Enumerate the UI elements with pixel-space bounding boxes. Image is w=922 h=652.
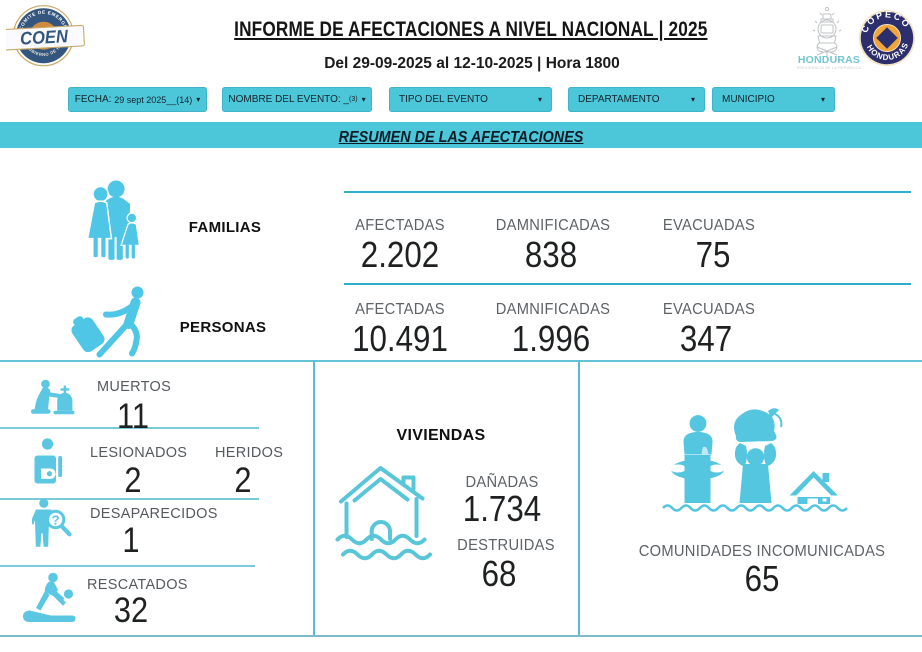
svg-text:COEN: COEN	[20, 26, 69, 49]
svg-text:PRESIDENCIA DE LA REPUBLICA: PRESIDENCIA DE LA REPUBLICA	[797, 66, 862, 70]
svg-text:HONDURAS: HONDURAS	[798, 54, 860, 66]
svg-text:?: ?	[52, 513, 60, 528]
